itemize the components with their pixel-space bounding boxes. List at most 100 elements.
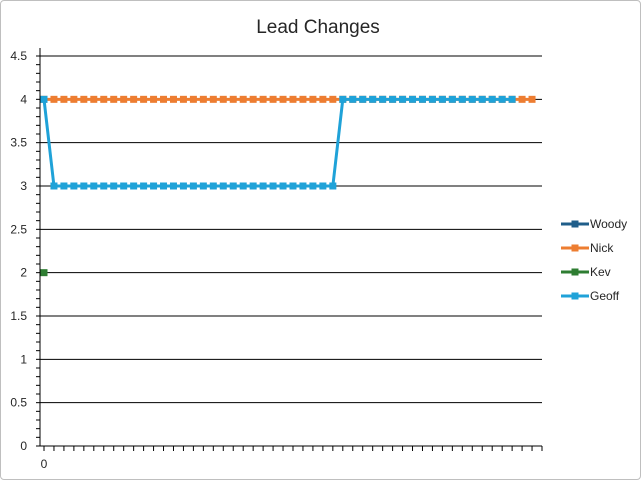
data-point-geoff xyxy=(209,182,217,190)
data-point-geoff xyxy=(239,182,247,190)
data-point-geoff xyxy=(359,95,367,103)
data-point-geoff xyxy=(179,182,187,190)
data-point-nick xyxy=(249,95,257,103)
data-point-geoff xyxy=(90,182,98,190)
legend-label-kev: Kev xyxy=(590,265,611,279)
data-point-geoff xyxy=(379,95,387,103)
axes: 0 0.5 1 1.5 2 2.5 3 3.5 4 4.5 0 xyxy=(10,48,543,471)
data-point-geoff xyxy=(399,95,407,103)
y-tick-label: 1.5 xyxy=(10,309,27,323)
legend-marker-kev xyxy=(571,268,579,276)
data-point-geoff xyxy=(189,182,197,190)
data-point-nick xyxy=(169,95,177,103)
y-tick-label: 2 xyxy=(20,266,27,280)
data-point-nick xyxy=(110,95,118,103)
data-point-nick xyxy=(229,95,237,103)
series-layer xyxy=(40,95,536,277)
y-tick-label: 1 xyxy=(20,352,27,366)
data-point-geoff xyxy=(199,182,207,190)
data-point-geoff xyxy=(219,182,227,190)
data-point-geoff xyxy=(259,182,267,190)
x-tick-label: 0 xyxy=(41,457,48,471)
data-point-nick xyxy=(239,95,247,103)
data-point-geoff xyxy=(309,182,317,190)
data-point-kev xyxy=(40,269,48,277)
legend: Woody Nick Kev Geoff xyxy=(561,217,627,303)
legend-label-geoff: Geoff xyxy=(590,289,620,303)
data-point-geoff xyxy=(60,182,68,190)
data-point-nick xyxy=(269,95,277,103)
data-point-geoff xyxy=(269,182,277,190)
data-point-nick xyxy=(309,95,317,103)
data-point-geoff xyxy=(40,95,48,103)
data-point-geoff xyxy=(140,182,148,190)
data-point-geoff xyxy=(409,95,417,103)
data-point-geoff xyxy=(80,182,88,190)
data-point-geoff xyxy=(468,95,476,103)
data-point-nick xyxy=(80,95,88,103)
data-point-geoff xyxy=(329,182,337,190)
legend-marker-woody xyxy=(571,220,579,228)
gridlines xyxy=(40,55,542,404)
data-point-geoff xyxy=(508,95,516,103)
data-point-geoff xyxy=(478,95,486,103)
legend-label-nick: Nick xyxy=(590,241,614,255)
y-tick-label: 3 xyxy=(20,179,27,193)
legend-marker-nick xyxy=(571,244,579,252)
chart-title: Lead Changes xyxy=(256,17,380,38)
data-point-nick xyxy=(279,95,287,103)
data-point-nick xyxy=(100,95,108,103)
data-point-geoff xyxy=(70,182,78,190)
data-point-geoff xyxy=(249,182,257,190)
data-point-nick xyxy=(70,95,78,103)
data-point-nick xyxy=(150,95,158,103)
data-point-nick xyxy=(299,95,307,103)
y-tick-label: 3.5 xyxy=(10,136,27,150)
data-point-nick xyxy=(319,95,327,103)
data-point-geoff xyxy=(160,182,168,190)
data-point-geoff xyxy=(428,95,436,103)
data-point-nick xyxy=(259,95,267,103)
y-tick-label: 4.5 xyxy=(10,49,27,63)
data-point-geoff xyxy=(369,95,377,103)
data-point-geoff xyxy=(150,182,158,190)
data-point-nick xyxy=(329,95,337,103)
data-point-geoff xyxy=(498,95,506,103)
legend-label-woody: Woody xyxy=(590,217,627,231)
legend-marker-geoff xyxy=(571,292,579,300)
data-point-geoff xyxy=(458,95,466,103)
data-point-geoff xyxy=(120,182,128,190)
data-point-geoff xyxy=(448,95,456,103)
data-point-geoff xyxy=(229,182,237,190)
data-point-nick xyxy=(209,95,217,103)
data-point-geoff xyxy=(438,95,446,103)
data-point-nick xyxy=(90,95,98,103)
data-point-nick xyxy=(189,95,197,103)
data-point-geoff xyxy=(289,182,297,190)
data-point-nick xyxy=(60,95,68,103)
y-tick-label: 0.5 xyxy=(10,396,27,410)
data-point-geoff xyxy=(488,95,496,103)
data-point-nick xyxy=(219,95,227,103)
data-point-geoff xyxy=(279,182,287,190)
data-point-geoff xyxy=(169,182,177,190)
y-tick-label: 2.5 xyxy=(10,222,27,236)
data-point-nick xyxy=(518,95,526,103)
data-point-nick xyxy=(50,95,58,103)
data-point-geoff xyxy=(100,182,108,190)
data-point-geoff xyxy=(50,182,58,190)
data-point-nick xyxy=(120,95,128,103)
data-point-geoff xyxy=(339,95,347,103)
y-tick-label: 4 xyxy=(20,92,27,106)
data-point-nick xyxy=(130,95,138,103)
data-point-nick xyxy=(160,95,168,103)
data-point-geoff xyxy=(110,182,118,190)
data-point-nick xyxy=(528,95,536,103)
data-point-nick xyxy=(199,95,207,103)
data-point-geoff xyxy=(418,95,426,103)
data-point-geoff xyxy=(299,182,307,190)
data-point-geoff xyxy=(349,95,357,103)
data-point-geoff xyxy=(389,95,397,103)
